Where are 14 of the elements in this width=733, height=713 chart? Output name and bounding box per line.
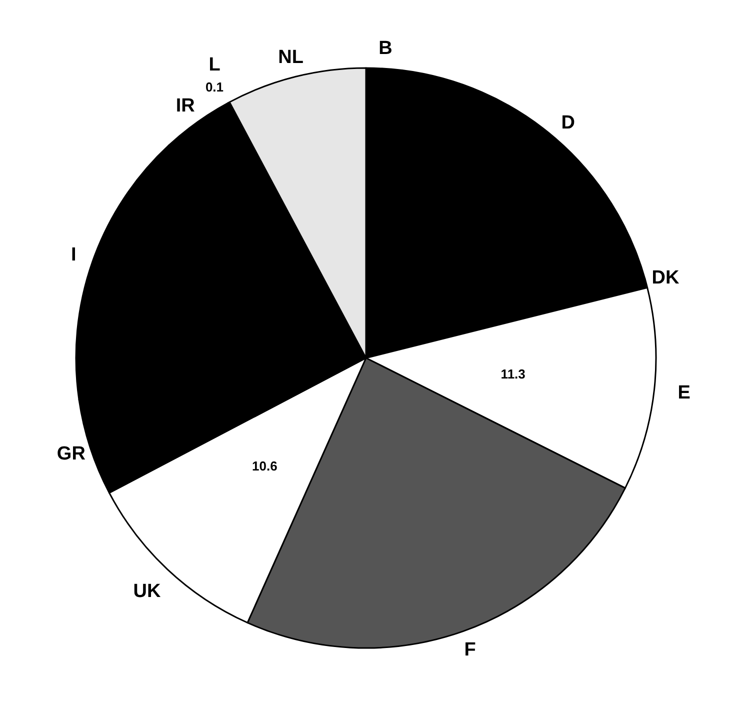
slice-label: B: [378, 38, 392, 60]
slice-label: DK: [652, 268, 680, 289]
data-label: 11.3: [500, 366, 526, 382]
slice-label: NL: [278, 46, 304, 68]
data-label: 10.6: [252, 458, 278, 474]
slice-label: I: [71, 244, 76, 266]
slice-label: L: [208, 54, 221, 76]
slice-label: UK: [133, 580, 161, 602]
slice-label: IR: [176, 96, 196, 117]
slice-label: E: [678, 382, 690, 404]
slice-label: F: [464, 640, 476, 660]
slice-label: D: [561, 112, 575, 134]
data-label: 0.1: [205, 80, 224, 95]
slice-label: GR: [56, 443, 86, 464]
